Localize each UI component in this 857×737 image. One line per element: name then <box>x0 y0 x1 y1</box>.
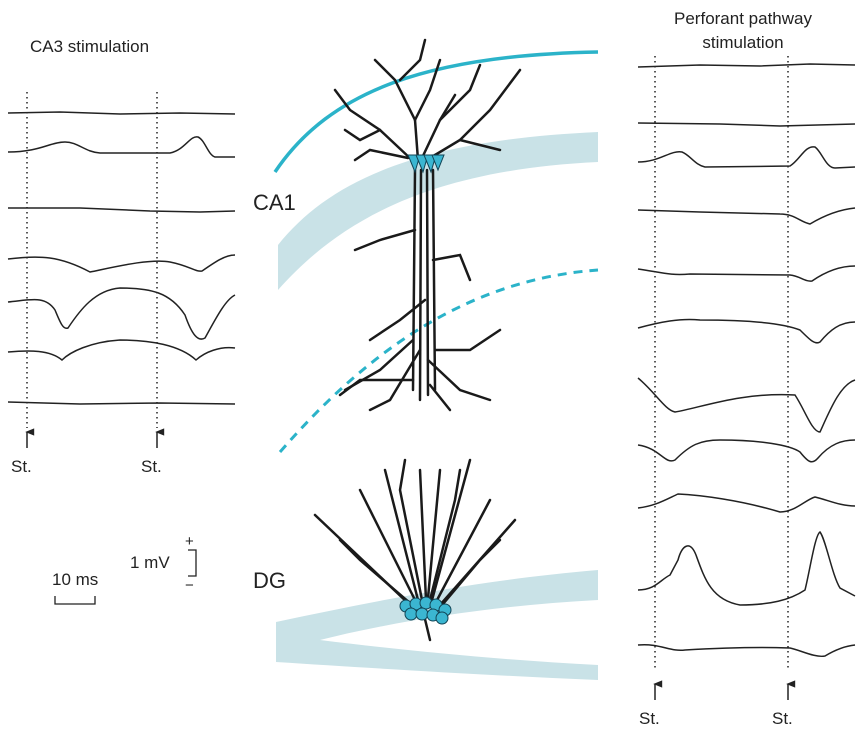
trace <box>637 146 856 169</box>
plus-sign: + <box>185 533 194 550</box>
trace <box>637 531 856 606</box>
voltage-scale-bar <box>188 549 197 577</box>
time-scale-label: 10 ms <box>52 570 98 589</box>
ca1-somata <box>407 154 445 174</box>
left-title: CA3 stimulation <box>30 37 149 56</box>
left-traces <box>7 111 236 405</box>
hippocampus-diagram: CA1 DG <box>253 38 599 680</box>
right-traces <box>637 63 856 658</box>
dg-layer <box>276 570 598 680</box>
trace <box>637 63 856 68</box>
trace <box>7 111 236 115</box>
trace <box>637 493 856 513</box>
hippocampal-fissure <box>278 268 599 453</box>
trace <box>7 287 236 340</box>
left-panel: CA3 stimulation St. St. 10 ms 1 mV + − <box>7 37 236 605</box>
region-label: CA1 <box>253 190 296 215</box>
trace <box>7 401 236 405</box>
right-title: stimulation <box>702 33 783 52</box>
stim-label: St. <box>11 457 32 476</box>
dg-somata <box>399 596 452 625</box>
region-label: DG <box>253 568 286 593</box>
dg-neurons <box>313 458 517 642</box>
trace <box>7 339 236 362</box>
trace <box>8 207 236 213</box>
time-scale-bar <box>54 596 96 605</box>
trace <box>637 318 856 344</box>
trace <box>637 377 856 433</box>
voltage-scale-label: 1 mV <box>130 553 170 572</box>
trace <box>7 136 235 158</box>
stim-label: St. <box>141 457 162 476</box>
stim-label: St. <box>772 709 793 728</box>
ca1-neurons <box>333 38 522 412</box>
minus-sign: − <box>185 577 194 594</box>
trace <box>637 643 856 658</box>
trace <box>637 265 856 282</box>
stim-label: St. <box>639 709 660 728</box>
trace <box>7 254 236 273</box>
trace <box>637 122 856 127</box>
trace <box>637 207 856 225</box>
fissure <box>273 50 599 173</box>
right-panel: Perforant pathway stimulation St. St. <box>637 9 856 728</box>
trace <box>637 439 856 463</box>
right-title: Perforant pathway <box>674 9 812 28</box>
